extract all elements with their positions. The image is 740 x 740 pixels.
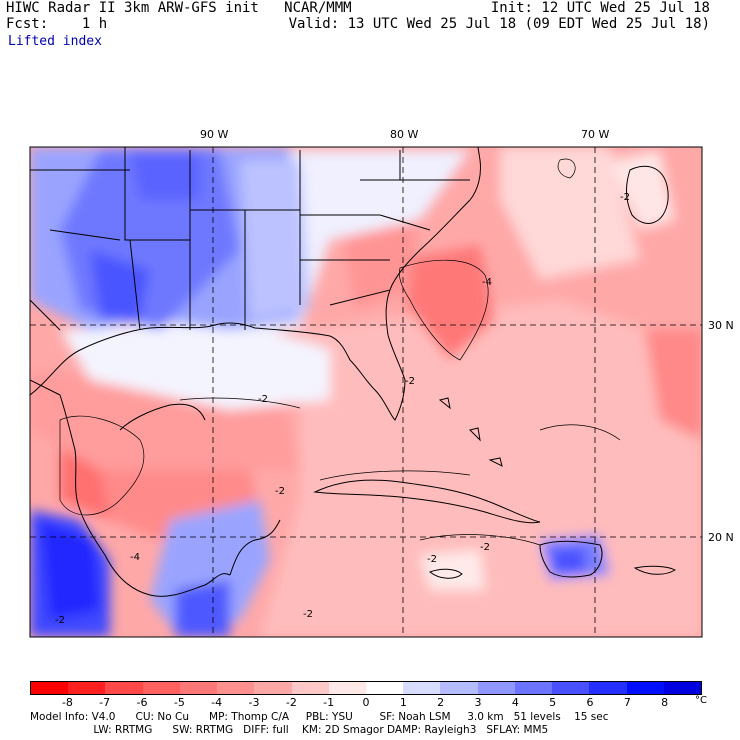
colorbar-tick-label: 0	[362, 696, 370, 709]
colorbar-ticks: -8 -7 -6 -5 -4 -3 -2 -1 0 1 2 3 4 5 6 7 8	[30, 696, 702, 709]
init-time: Init: 12 UTC Wed 25 Jul 18	[490, 0, 710, 16]
lon-label-80w: 80 W	[390, 128, 419, 141]
colorbar-swatch	[477, 682, 515, 694]
contour-label: -2	[620, 192, 630, 203]
colorbar-tick-label: 8	[661, 696, 669, 709]
header-right: Init: 12 UTC Wed 25 Jul 18 Valid: 13 UTC…	[289, 0, 710, 32]
graticule	[30, 147, 702, 637]
contour-label: -2	[258, 394, 268, 405]
colorbar-tick-label: -4	[211, 696, 223, 709]
colorbar-swatch	[403, 682, 441, 694]
colorbar-tick-label: -5	[173, 696, 185, 709]
map-frame	[29, 146, 703, 638]
colorbar-tick-label: -8	[61, 696, 73, 709]
field-name: Lifted index	[8, 34, 102, 49]
contour-label: -2	[405, 376, 415, 387]
colorbar-tick-label: -1	[323, 696, 335, 709]
colorbar-tick-label: -2	[285, 696, 297, 709]
colorbar-swatch	[217, 682, 255, 694]
contour-label: -2	[480, 542, 490, 553]
header-left: HIWC Radar II 3km ARW-GFS init NCAR/MMM …	[6, 0, 352, 32]
model-title: HIWC Radar II 3km ARW-GFS init NCAR/MMM	[6, 0, 352, 16]
colorbar-swatch	[179, 682, 218, 694]
colorbar-swatch	[31, 682, 69, 694]
colorbar-swatch	[68, 682, 106, 694]
contour-label: -4	[482, 277, 492, 288]
contour-label: -2	[427, 554, 437, 565]
colorbar-tick-label: -3	[248, 696, 260, 709]
colorbar-tick-label: 6	[586, 696, 594, 709]
forecast-hour: Fcst: 1 h	[6, 16, 108, 32]
colorbar-swatch	[626, 682, 664, 694]
colorbar-swatch	[142, 682, 180, 694]
colorbar	[30, 681, 702, 695]
colorbar-tick-label: 5	[549, 696, 557, 709]
colorbar-swatch	[552, 682, 590, 694]
contour-label: -2	[55, 615, 65, 626]
colorbar-swatch	[291, 682, 329, 694]
contour-value-labels: -2 -4 -2 -2 -2 -2 -2 -4 -2 -2	[55, 192, 630, 626]
model-info-line1: Model Info: V4.0 CU: No Cu MP: Thomp C/A…	[30, 711, 609, 723]
colorbar-tick-label: 3	[474, 696, 482, 709]
colorbar-tick-label: 2	[437, 696, 445, 709]
colorbar-tick-label: -7	[99, 696, 111, 709]
colorbar-tick-label: 1	[399, 696, 407, 709]
colorbar-unit: °C	[695, 695, 707, 706]
colorbar-tick-label: 7	[623, 696, 631, 709]
colorbar-tick-label: -6	[136, 696, 148, 709]
colorbar-swatch	[365, 682, 404, 694]
colorbar-swatch	[514, 682, 553, 694]
model-info-line2: LW: RRTMG SW: RRTMG DIFF: full KM: 2D Sm…	[30, 724, 549, 736]
colorbar-swatch	[440, 682, 478, 694]
colorbar-swatch	[589, 682, 627, 694]
lat-label-20n: 20 N	[708, 531, 734, 544]
colorbar-tick-label: 4	[511, 696, 519, 709]
contour-label: -2	[303, 609, 313, 620]
colorbar-swatch	[663, 682, 701, 694]
valid-time: Valid: 13 UTC Wed 25 Jul 18 (09 EDT Wed …	[288, 16, 710, 32]
colorbar-swatch	[105, 682, 143, 694]
lon-label-70w: 70 W	[581, 128, 610, 141]
lat-label-30n: 30 N	[708, 319, 734, 332]
lifted-index-field	[30, 147, 702, 637]
colorbar-swatch	[254, 682, 292, 694]
colorbar-swatch	[328, 682, 366, 694]
coastlines	[30, 147, 676, 597]
lon-label-90w: 90 W	[200, 128, 229, 141]
contour-label: -4	[130, 552, 140, 563]
contour-label: -2	[275, 486, 285, 497]
contour-lines	[59, 158, 621, 546]
